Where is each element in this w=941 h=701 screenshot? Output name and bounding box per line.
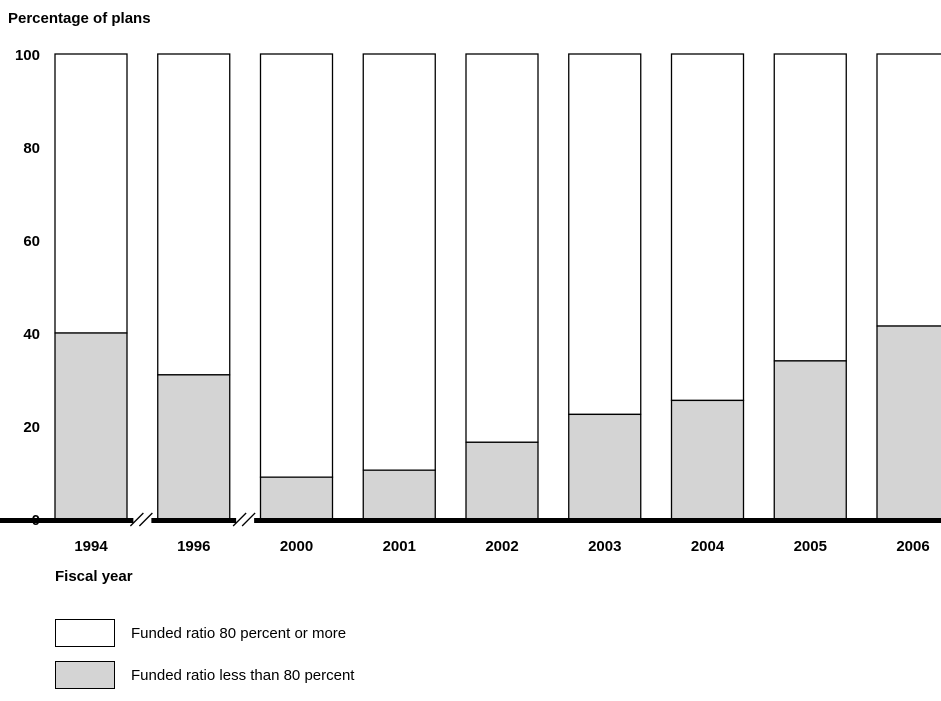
y-tick-label-40: 40 (23, 326, 40, 343)
bar-low-2006 (876, 325, 941, 520)
bar-low-1994 (54, 332, 128, 520)
bar-high-2000 (259, 53, 334, 478)
legend-label-low: Funded ratio less than 80 percent (131, 666, 355, 684)
y-tick-label-80: 80 (23, 140, 40, 157)
bar-high-2005 (773, 53, 847, 362)
x-tick-label-2005: 2005 (794, 538, 827, 555)
legend-label-high: Funded ratio 80 percent or more (131, 624, 347, 642)
stacked-bar-chart: 0204060801001994199620002001200220032004… (0, 47, 941, 555)
x-tick-label-2006: 2006 (896, 538, 929, 555)
legend-item-high: Funded ratio 80 percent or more (55, 617, 354, 649)
x-tick-label-2000: 2000 (280, 538, 313, 555)
axis-break-mark-a-1994 (129, 512, 144, 527)
x-tick-label-2003: 2003 (588, 538, 621, 555)
x-axis-line (0, 518, 941, 523)
y-tick-label-20: 20 (23, 419, 40, 436)
x-tick-label-2002: 2002 (485, 538, 518, 555)
x-tick-label-2001: 2001 (383, 538, 416, 555)
legend-swatch-high (55, 619, 115, 647)
axis-break-gap-1996 (236, 516, 255, 525)
x-axis-title: Fiscal year (55, 568, 133, 585)
bar-low-2005 (773, 360, 847, 520)
bar-high-2004 (670, 53, 745, 402)
bar-low-2004 (670, 399, 745, 520)
bar-low-2003 (568, 413, 642, 520)
y-tick-label-60: 60 (23, 233, 40, 250)
axis-break-mark-b-1996 (241, 512, 256, 527)
bar-high-2003 (568, 53, 642, 416)
bar-low-2002 (465, 441, 539, 520)
axis-break-mark-b-1994 (138, 512, 153, 527)
bar-low-1996 (157, 374, 231, 520)
x-tick-label-1994: 1994 (74, 538, 108, 555)
axis-break-mark-a-1996 (232, 512, 247, 527)
y-axis-title: Percentage of plans (8, 10, 151, 27)
legend: Funded ratio 80 percent or more Funded r… (55, 617, 354, 701)
bar-high-2006 (876, 53, 941, 327)
y-tick-label-100: 100 (15, 47, 40, 64)
legend-item-low: Funded ratio less than 80 percent (55, 659, 354, 691)
bar-low-2000 (259, 476, 334, 520)
bar-high-1994 (54, 53, 128, 334)
axis-break-gap-1994 (133, 516, 152, 525)
legend-swatch-low (55, 661, 115, 689)
x-tick-label-2004: 2004 (691, 538, 725, 555)
bar-high-2002 (465, 53, 539, 443)
x-tick-label-1996: 1996 (177, 538, 210, 555)
bar-high-2001 (362, 53, 436, 471)
bar-high-1996 (157, 53, 231, 376)
bar-low-2001 (362, 469, 436, 520)
